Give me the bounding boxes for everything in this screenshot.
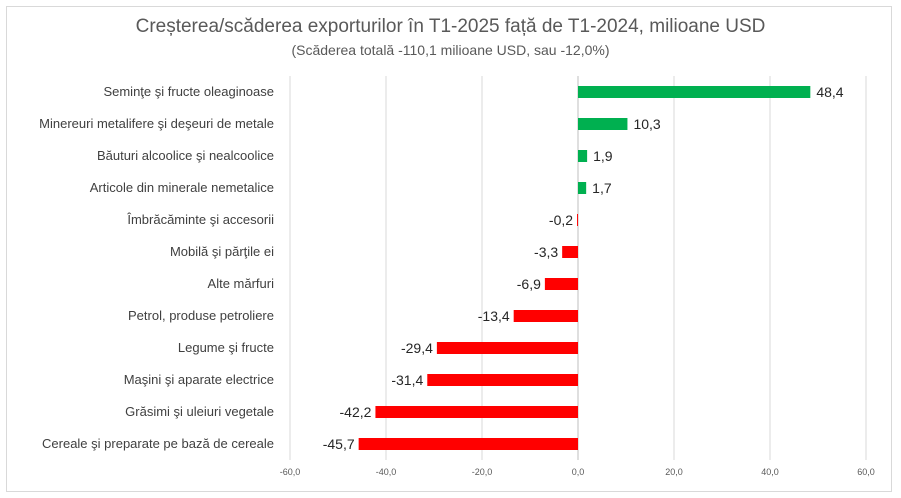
data-label: -0,2 [549,212,573,228]
category-label: Mobilă şi părţile ei [170,244,274,259]
bar [375,406,578,418]
category-label: Petrol, produse petroliere [128,308,274,323]
x-tick-label: 20,0 [665,467,683,477]
bar [578,150,588,162]
data-label: -6,9 [517,276,541,292]
x-tick-label: -40,0 [376,467,397,477]
bar [513,310,578,322]
bar [544,278,578,290]
bar [577,214,578,226]
data-label: -3,3 [534,244,558,260]
data-label: -29,4 [401,340,433,356]
data-label: 1,7 [592,180,612,196]
category-label: Articole din minerale nemetalice [90,180,274,195]
category-label: Legume şi fructe [178,340,274,355]
category-label: Băuturi alcoolice şi nealcoolice [97,148,274,163]
data-label: -13,4 [478,308,510,324]
bar [427,374,578,386]
data-label: 48,4 [816,84,843,100]
bar [562,246,578,258]
chart-subtitle: (Scăderea totală -110,1 milioane USD, sa… [291,42,610,58]
bar [578,118,628,130]
category-label: Minereuri metalifere şi deşeuri de metal… [39,116,274,131]
data-label: 1,9 [593,148,613,164]
category-label: Grăsimi şi uleiuri vegetale [125,404,274,419]
x-tick-label: 0,0 [572,467,585,477]
data-label: -31,4 [391,372,423,388]
bar [436,342,578,354]
category-label: Seminţe şi fructe oleaginoase [103,84,274,99]
category-label: Îmbrăcăminte şi accesorii [126,212,274,227]
bar [358,438,578,450]
category-label: Alte mărfuri [208,276,275,291]
x-tick-label: 60,0 [857,467,875,477]
category-label: Maşini şi aparate electrice [124,372,274,387]
category-label: Cereale şi preparate pe bază de cereale [42,436,274,451]
data-label: -42,2 [340,404,372,420]
x-tick-label: -20,0 [472,467,493,477]
x-tick-label: 40,0 [761,467,779,477]
data-label: -45,7 [323,436,355,452]
bar [578,182,587,194]
x-tick-label: -60,0 [280,467,301,477]
chart-title: Creșterea/scăderea exporturilor în T1-20… [135,16,766,37]
bar [578,86,811,98]
data-label: 10,3 [633,116,660,132]
